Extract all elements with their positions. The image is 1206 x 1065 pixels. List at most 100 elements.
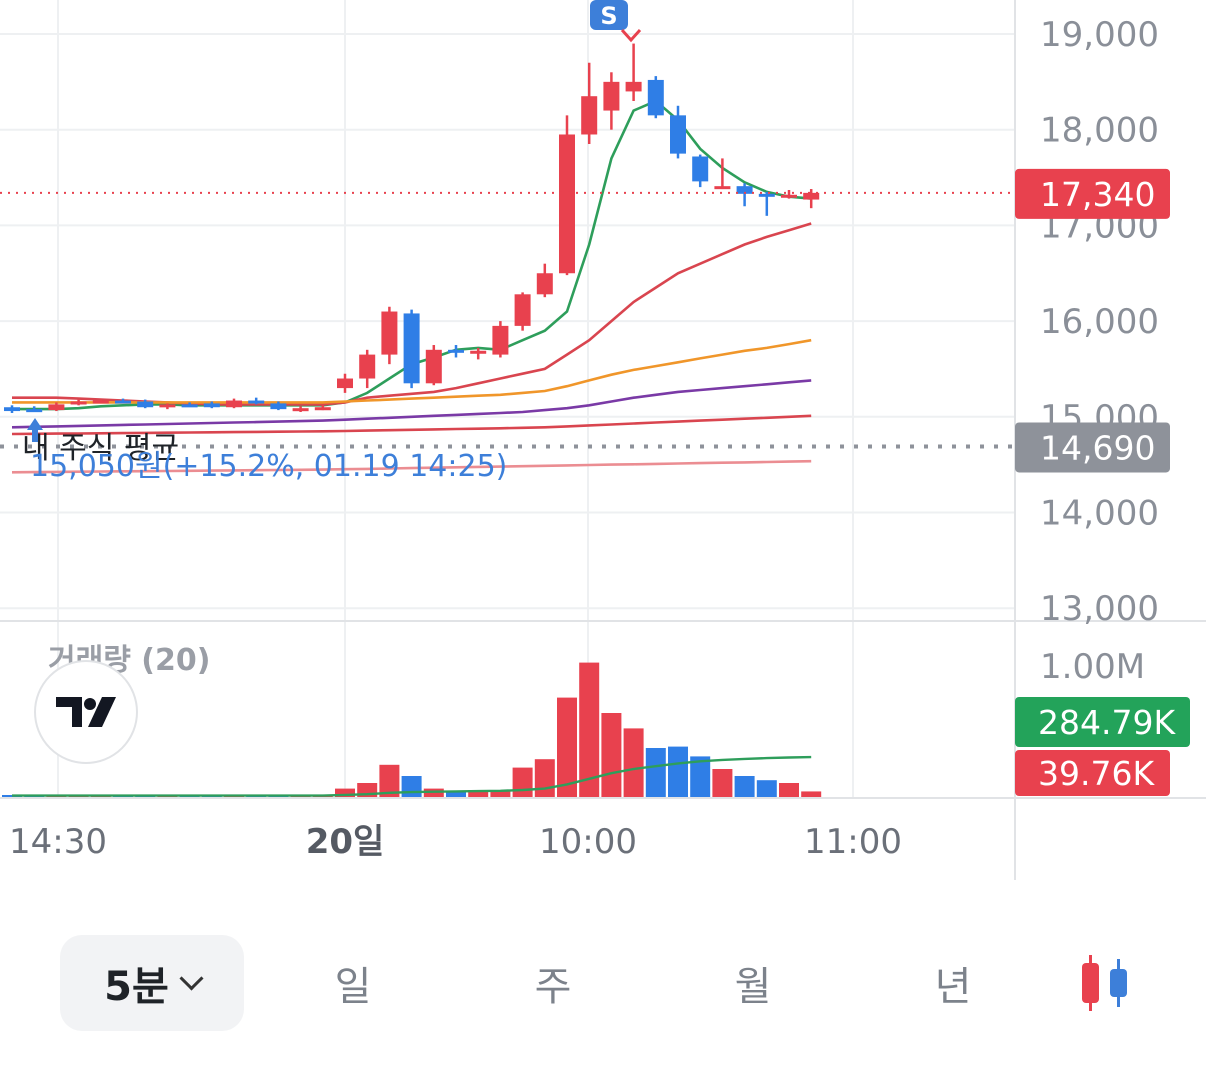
volume-bar (468, 790, 489, 797)
price-tick-label: 18,000 (1040, 111, 1159, 151)
volume-tick-label: 1.00M (1040, 647, 1145, 687)
candle-body (492, 325, 509, 355)
my-average-label: 14,690 (1040, 428, 1155, 467)
ma-line-ma200 (11, 414, 812, 436)
x-tick-label: 11:00 (804, 822, 902, 862)
sell-badge-text: S (600, 2, 617, 30)
tab-month[interactable]: 월 (693, 935, 813, 1031)
volume-bar (335, 788, 355, 797)
candle-body (70, 401, 87, 405)
candle-body (581, 96, 598, 135)
candle-body (603, 81, 620, 111)
candle-body (226, 400, 242, 408)
candle-body (448, 349, 464, 353)
candle-body (647, 79, 664, 116)
volume-bar (712, 769, 733, 797)
candle-body (92, 400, 109, 404)
volume-bar (534, 759, 555, 797)
candle-body (670, 115, 686, 154)
candlesticks (4, 43, 820, 413)
candle-body (625, 81, 642, 92)
buy-marker-text: 15,050원(+15.2%, 01.19 14:25) (30, 449, 507, 484)
candle-body (470, 350, 487, 354)
candle-body (137, 401, 154, 408)
tab-week-label: 주 (534, 964, 572, 1010)
chevron-down-icon (179, 965, 204, 991)
tab-week[interactable]: 주 (493, 935, 613, 1031)
tab-year[interactable]: 년 (893, 935, 1013, 1031)
candle-body (514, 294, 531, 326)
chart-type-toggle[interactable] (1060, 935, 1150, 1031)
ma-line-ma240 (11, 459, 812, 474)
candle-body (803, 192, 820, 200)
sell-arrow-icon (620, 28, 642, 43)
candle-body (359, 354, 376, 379)
candle-body (292, 408, 309, 412)
tradingview-logo (34, 660, 138, 764)
ma-line-ma120 (11, 379, 812, 429)
volume-bar (801, 791, 822, 797)
volume-bar (668, 746, 688, 797)
candle-body (692, 156, 709, 182)
price-tick-label: 14,000 (1040, 494, 1159, 534)
current-price-tag (1015, 168, 1170, 219)
interval-tabs: 5분 일 주 월 년 (0, 935, 1206, 1031)
volume-bar (579, 662, 600, 797)
candle-body (559, 134, 575, 274)
volume-bar (401, 776, 422, 797)
candle-body (314, 407, 331, 411)
volume-bar (645, 748, 666, 797)
candle-body (337, 378, 353, 389)
candle-body (758, 193, 775, 197)
candle-body (159, 404, 176, 408)
candle-body (714, 186, 731, 190)
volume-bar (756, 780, 777, 797)
price-tick-label: 16,000 (1040, 302, 1159, 342)
volume-bar (779, 783, 799, 797)
x-tick-label: 14:30 (9, 822, 107, 862)
volume-last-label: 39.76K (1038, 754, 1155, 793)
candle-body (270, 403, 287, 410)
price-axis: 19,00018,00017,00016,00015,00014,00013,0… (9, 15, 1190, 862)
candle-body (4, 407, 20, 412)
tab-5min-label: 5분 (104, 964, 169, 1010)
tradingview-logo-icon (56, 697, 116, 727)
candle-body (381, 311, 398, 355)
tab-day-label: 일 (334, 964, 372, 1010)
current-price-label: 17,340 (1040, 175, 1155, 214)
volume-ma-label: 284.79K (1038, 703, 1176, 742)
volume-bar (557, 697, 577, 797)
my-average-title: 내 주식 평균 (22, 431, 179, 466)
volume-bar (379, 764, 400, 797)
candle-body (403, 313, 420, 384)
volume-bar (512, 767, 533, 797)
volume-bar (690, 756, 711, 797)
candle-body (736, 186, 753, 194)
volume-ma-tag (1015, 697, 1190, 747)
candle-body (181, 404, 198, 408)
tab-5min[interactable]: 5분 (60, 935, 244, 1031)
sell-badge (590, 0, 628, 30)
volume-ma-line (12, 755, 812, 797)
buy-arrow-icon (27, 418, 43, 442)
x-tick-label: 10:00 (539, 822, 637, 862)
candle-body (48, 404, 65, 411)
candle-body (536, 273, 553, 295)
tab-month-label: 월 (734, 964, 772, 1010)
volume-bar (446, 791, 466, 797)
candle-body (425, 349, 442, 384)
price-tick-label: 13,000 (1040, 589, 1159, 629)
volume-bars: 거래량 (20) (2, 643, 822, 797)
volume-last-tag (1015, 750, 1170, 796)
volume-bar (623, 728, 644, 797)
price-tick-label: 19,000 (1040, 15, 1159, 55)
candlestick-icon (1082, 955, 1127, 1011)
volume-bar (601, 713, 622, 797)
tab-day[interactable]: 일 (293, 935, 413, 1031)
volume-bar (490, 791, 511, 797)
candle-body (781, 194, 797, 198)
candle-body (203, 403, 220, 408)
candle-body (248, 400, 265, 404)
